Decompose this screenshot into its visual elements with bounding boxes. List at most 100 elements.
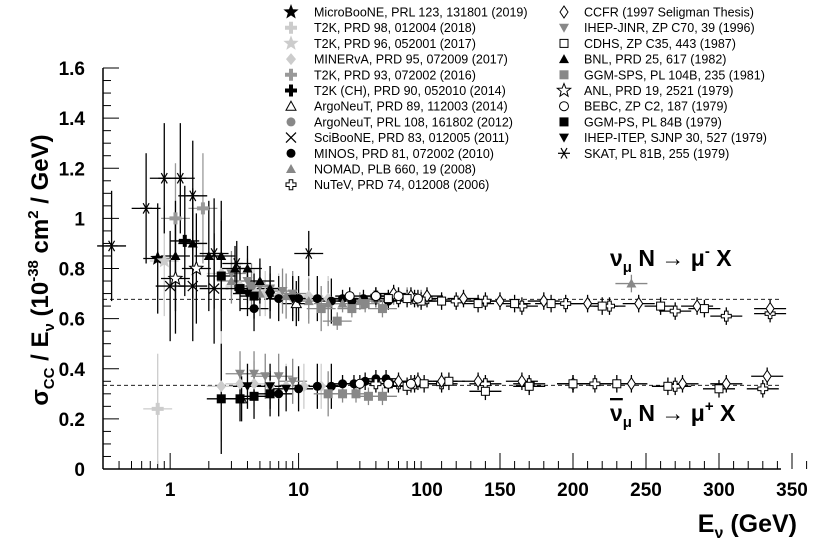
x-tick-label: 150 bbox=[484, 480, 516, 501]
data-point bbox=[473, 374, 483, 389]
data-point bbox=[187, 280, 199, 292]
data-point bbox=[332, 316, 342, 326]
data-point bbox=[303, 290, 314, 303]
legend-marker bbox=[285, 68, 297, 81]
data-point bbox=[254, 276, 265, 286]
data-point bbox=[389, 286, 399, 301]
data-point bbox=[699, 304, 709, 314]
data-point bbox=[326, 381, 336, 391]
data-point bbox=[458, 291, 469, 306]
data-point bbox=[169, 212, 182, 225]
data-point bbox=[714, 384, 724, 394]
data-point bbox=[242, 277, 253, 287]
nu-reaction-label: νμ N → μ- X bbox=[610, 243, 732, 276]
y-tick-label: 1.6 bbox=[59, 59, 85, 80]
data-point bbox=[167, 270, 184, 286]
data-point bbox=[582, 296, 593, 311]
data-point bbox=[281, 384, 292, 394]
x-tick-label: 10 bbox=[288, 480, 309, 501]
data-point bbox=[597, 301, 607, 311]
data-point bbox=[235, 284, 245, 294]
legend-entry: SKAT, PL 81B, 255 (1979) bbox=[584, 147, 729, 161]
data-point bbox=[235, 369, 246, 379]
legend-entry: MINOS, PRD 81, 072002 (2010) bbox=[314, 147, 494, 161]
x-tick-label: 200 bbox=[557, 480, 589, 501]
data-point bbox=[140, 202, 153, 214]
data-point bbox=[413, 374, 423, 389]
legend-marker bbox=[555, 82, 573, 98]
data-point bbox=[412, 293, 423, 304]
data-point bbox=[208, 283, 220, 294]
data-point bbox=[692, 299, 702, 313]
data-point bbox=[626, 278, 637, 288]
legend-marker bbox=[558, 147, 570, 159]
data-point bbox=[383, 378, 394, 389]
legend-entry: T2K, PRD 98, 012004 (2018) bbox=[314, 21, 476, 35]
y-tick-label: 1.2 bbox=[59, 159, 85, 180]
data-point bbox=[316, 304, 326, 314]
data-point bbox=[626, 376, 637, 391]
legend-marker bbox=[286, 117, 296, 127]
data-point bbox=[235, 394, 245, 404]
data-point bbox=[235, 377, 246, 390]
legend-marker bbox=[285, 132, 297, 144]
legend: MicroBooNE, PRL 123, 131801 (2019)T2K, P… bbox=[283, 4, 767, 192]
legend-entry: ArgoNeuT, PRD 89, 112003 (2014) bbox=[314, 100, 508, 114]
legend-marker bbox=[559, 38, 569, 48]
legend-entry: MINERvA, PRD 95, 072009 (2017) bbox=[314, 53, 508, 67]
data-point bbox=[230, 263, 241, 273]
data-point bbox=[170, 250, 181, 260]
data-point bbox=[393, 374, 404, 389]
y-tick-label: 0 bbox=[74, 460, 85, 481]
data-point bbox=[383, 294, 393, 304]
y-tick-label: 0.8 bbox=[59, 260, 85, 281]
data-point bbox=[510, 299, 520, 309]
data-point bbox=[338, 379, 348, 389]
data-point bbox=[338, 389, 348, 399]
legend-entry: IHEP-ITEP, SJNP 30, 527 (1979) bbox=[584, 131, 767, 145]
data-point bbox=[265, 283, 276, 293]
data-point bbox=[249, 304, 259, 314]
data-point bbox=[762, 369, 772, 384]
legend-marker bbox=[285, 179, 297, 191]
data-point bbox=[294, 384, 304, 394]
legend-entry: IHEP-JINR, ZP C70, 39 (1996) bbox=[584, 21, 755, 35]
data-point bbox=[216, 380, 227, 393]
legend-entry: NOMAD, PLB 660, 19 (2008) bbox=[314, 163, 476, 177]
legend-entry: ArgoNeuT, PRL 108, 161802 (2012) bbox=[314, 115, 513, 129]
legend-marker bbox=[283, 4, 299, 19]
data-point bbox=[495, 294, 505, 308]
data-point bbox=[265, 389, 275, 399]
data-point bbox=[360, 299, 370, 309]
legend-marker bbox=[285, 84, 297, 97]
data-point bbox=[323, 389, 333, 399]
data-point bbox=[249, 377, 260, 390]
data-point bbox=[450, 295, 462, 307]
data-point bbox=[174, 172, 187, 184]
legend-marker bbox=[559, 70, 569, 80]
legend-marker bbox=[559, 117, 569, 127]
data-point bbox=[473, 299, 483, 309]
data-points bbox=[105, 172, 776, 415]
data-point bbox=[312, 294, 322, 304]
legend-marker bbox=[559, 23, 569, 33]
data-point bbox=[260, 372, 271, 382]
legend-marker bbox=[559, 101, 569, 112]
data-point bbox=[249, 291, 259, 301]
data-point bbox=[216, 271, 226, 281]
legend-entry: NuTeV, PRD 74, 012008 (2006) bbox=[314, 178, 489, 192]
x-tick-label: 1 bbox=[165, 480, 176, 501]
x-axis-title: Eν (GeV) bbox=[698, 510, 797, 542]
data-point bbox=[287, 377, 298, 387]
data-point bbox=[337, 298, 348, 308]
data-point bbox=[656, 301, 666, 311]
legend-entry: SciBooNE, PRD 83, 012005 (2011) bbox=[314, 131, 509, 145]
legend-entry: GGM-SPS, PL 104B, 235 (1981) bbox=[584, 68, 765, 82]
nubar-reaction-label: νμ N → μ+ X bbox=[610, 398, 736, 431]
data-point bbox=[344, 291, 355, 302]
data-point bbox=[242, 289, 253, 299]
data-point bbox=[517, 374, 527, 389]
data-point bbox=[274, 294, 284, 304]
legend-marker bbox=[559, 54, 569, 64]
data-point bbox=[216, 250, 227, 260]
